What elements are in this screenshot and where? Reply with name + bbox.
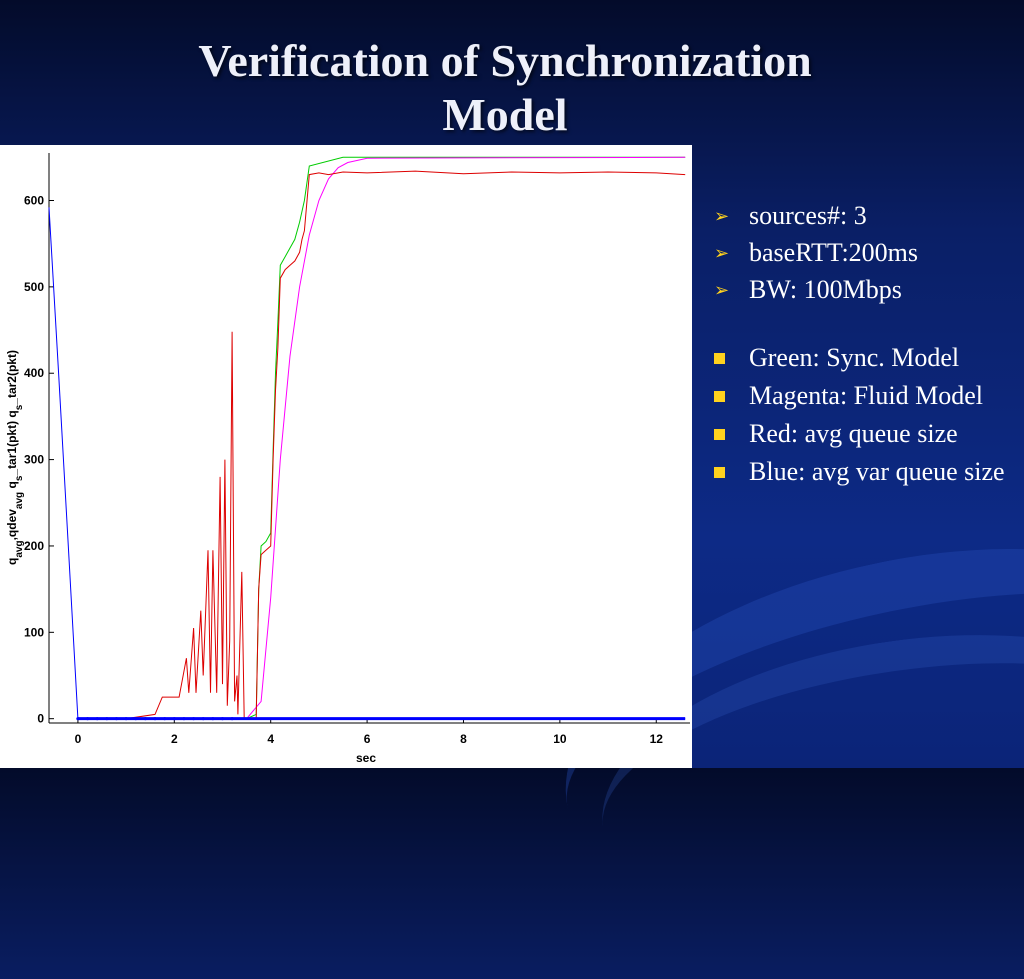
blue-marker: [153, 717, 157, 721]
arrow-bullet-icon: ➢: [714, 243, 730, 264]
blue-marker: [163, 717, 167, 721]
square-bullet-icon: [714, 467, 725, 478]
y-tick-label: 0: [37, 712, 44, 726]
blue-marker: [182, 717, 186, 721]
list-item: ➢ baseRTT:200ms: [712, 237, 1022, 269]
series-line-2: [77, 170, 686, 720]
list-item: Green: Sync. Model: [712, 342, 1022, 374]
blue-marker: [124, 717, 128, 721]
square-bullet-icon: [714, 429, 725, 440]
series-lines: [48, 156, 686, 720]
y-tick-label: 500: [24, 280, 44, 294]
blue-marker: [143, 717, 147, 721]
slide-title-line2: Model: [442, 89, 568, 140]
square-bullet-icon: [714, 391, 725, 402]
blue-marker: [134, 717, 138, 721]
y-tick-label: 300: [24, 453, 44, 467]
series-line-3: [48, 207, 686, 720]
blue-marker: [114, 717, 119, 721]
x-tick-label: 12: [650, 732, 664, 746]
x-tick-label: 0: [75, 732, 82, 746]
plot-panel: 0 2 4 6 8 10 12 0 100 200 300 400 500 600 sec qavg,q…: [0, 145, 692, 768]
blue-marker: [220, 717, 225, 721]
slide-title-line1: Verification of Synchronization: [198, 35, 812, 86]
arrow-bullet-icon: ➢: [714, 280, 730, 301]
y-ticks: 0 100 200 300 400 500 600: [24, 194, 54, 726]
list-item: Magenta: Fluid Model: [712, 380, 1022, 412]
y-tick-label: 400: [24, 366, 44, 380]
bullet-list-panel: ➢ sources#: 3 ➢ baseRTT:200ms ➢ BW: 100Mbps…: [712, 200, 1022, 494]
blue-markers: [76, 717, 686, 721]
list-item: Red: avg queue size: [712, 418, 1022, 450]
parameter-list: ➢ sources#: 3 ➢ baseRTT:200ms ➢ BW: 100Mbps: [712, 200, 1022, 306]
blue-marker: [105, 717, 109, 721]
list-item: ➢ sources#: 3: [712, 200, 1022, 232]
x-ticks: 0 2 4 6 8 10 12: [75, 718, 664, 746]
y-tick-label: 600: [24, 194, 44, 208]
blue-marker: [85, 717, 90, 721]
blue-marker: [172, 717, 176, 721]
blue-marker: [201, 717, 205, 721]
list-item: Blue: avg var queue size: [712, 456, 1022, 488]
x-tick-label: 2: [171, 732, 178, 746]
y-tick-label: 200: [24, 539, 44, 553]
queue-size-chart: 0 2 4 6 8 10 12 0 100 200 300 400 500 600 sec qavg,q…: [5, 153, 690, 765]
x-axis-label: sec: [356, 751, 376, 765]
arrow-bullet-icon: ➢: [714, 206, 730, 227]
list-item: ➢ BW: 100Mbps: [712, 274, 1022, 306]
x-tick-label: 4: [267, 732, 274, 746]
slide-title: Verification of Synchronization Model: [0, 34, 1010, 146]
blue-marker: [230, 717, 234, 721]
x-tick-label: 8: [460, 732, 467, 746]
x-tick-label: 10: [553, 732, 567, 746]
blue-marker: [76, 717, 80, 721]
legend-list: Green: Sync. Model Magenta: Fluid Model …: [712, 342, 1022, 488]
y-axis-label: qavg,qdevavg qs_tar1(pkt) qs_tar2(pkt): [5, 350, 25, 565]
blue-marker: [211, 717, 215, 721]
blue-marker: [191, 717, 196, 721]
blue-marker: [95, 717, 99, 721]
x-tick-label: 6: [364, 732, 371, 746]
series-line-0: [77, 156, 686, 720]
square-bullet-icon: [714, 353, 725, 364]
y-tick-label: 100: [24, 625, 44, 639]
series-line-1: [77, 156, 686, 720]
